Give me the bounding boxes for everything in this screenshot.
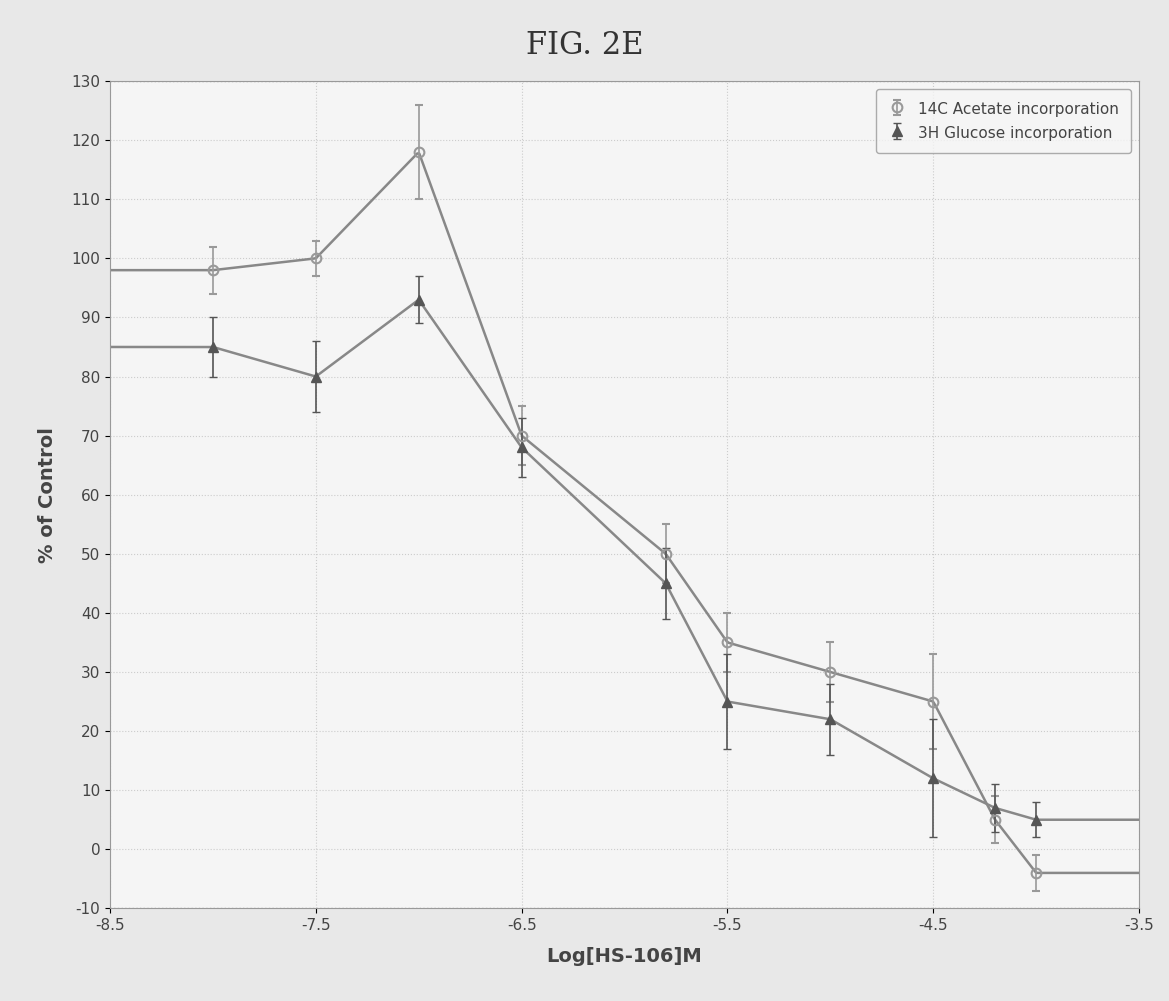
X-axis label: Log[HS-106]M: Log[HS-106]M (547, 947, 703, 966)
Text: FIG. 2E: FIG. 2E (526, 30, 643, 61)
Y-axis label: % of Control: % of Control (39, 426, 57, 563)
Legend: 14C Acetate incorporation, 3H Glucose incorporation: 14C Acetate incorporation, 3H Glucose in… (876, 89, 1132, 153)
